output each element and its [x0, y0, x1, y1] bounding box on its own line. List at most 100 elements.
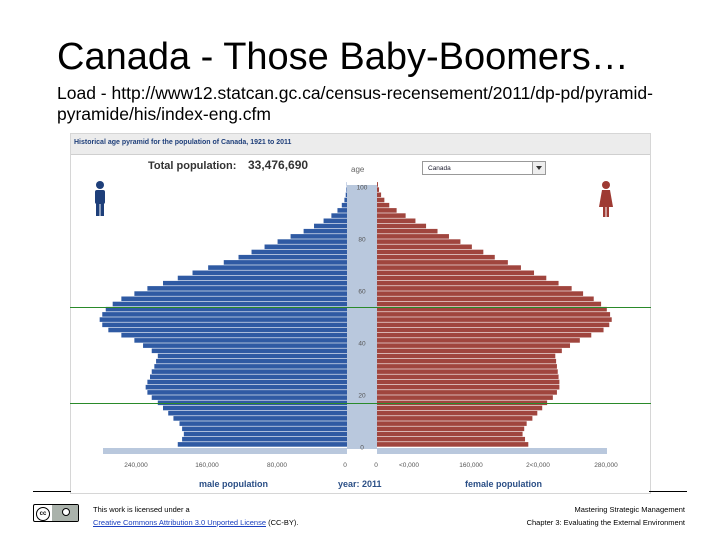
female-bar — [377, 260, 508, 265]
female-bar — [377, 322, 610, 328]
license-link-line: Creative Commons Attribution 3.0 Unporte… — [93, 516, 299, 529]
female-bar — [377, 312, 611, 317]
female-bar — [377, 208, 397, 213]
male-bar — [157, 400, 347, 406]
male-bar — [179, 421, 347, 426]
female-bar — [377, 343, 571, 348]
male-tick-label: 0 — [343, 462, 347, 469]
female-bar — [377, 436, 526, 442]
age-pyramid-chart: 0 20 40 60 80 100 240,000 160,000 80,000 0 0 <0,00… — [95, 181, 618, 469]
female-bar — [377, 296, 594, 302]
panel-header: Historical age pyramid for the populatio… — [71, 134, 650, 155]
male-bar — [177, 442, 347, 447]
age-tick-label: 60 — [358, 289, 366, 296]
male-bar — [102, 322, 347, 328]
female-bar — [377, 218, 416, 224]
male-bar — [192, 270, 347, 276]
female-bar — [377, 187, 380, 192]
slide-title: Canada - Those Baby-Boomers… — [57, 36, 629, 78]
female-bar — [377, 228, 438, 234]
male-bar — [151, 369, 347, 374]
female-figure-icon — [599, 181, 613, 217]
male-bar — [303, 228, 347, 234]
age-tick-label: 40 — [358, 341, 366, 348]
age-tick-label: 100 — [357, 185, 368, 192]
source-url[interactable]: Load - http://www12.statcan.gc.ca/census… — [57, 83, 653, 124]
female-bar — [377, 286, 572, 291]
female-bar — [377, 379, 560, 385]
male-bar — [346, 187, 347, 192]
total-population-label: Total population: — [148, 160, 237, 172]
course-info: Mastering Strategic Management Chapter 3… — [527, 503, 685, 529]
male-bar — [208, 265, 347, 270]
female-bar — [377, 348, 562, 354]
male-bar — [121, 296, 347, 302]
female-tick-label: 160,000 — [459, 462, 483, 469]
female-bar — [377, 192, 382, 198]
male-tick-label: 160,000 — [195, 462, 219, 469]
boomer-upper-line — [70, 307, 651, 308]
female-bar — [377, 369, 558, 374]
female-bar — [377, 442, 529, 447]
male-bar — [173, 416, 347, 421]
female-bar — [377, 374, 559, 380]
female-bar — [377, 390, 557, 395]
male-bar — [251, 249, 347, 255]
male-bar — [102, 312, 347, 317]
age-axis-band — [347, 185, 377, 449]
female-bar — [377, 317, 612, 322]
female-bar — [377, 395, 553, 400]
region-select[interactable]: Canada — [422, 161, 546, 175]
female-bar — [377, 275, 547, 281]
female-bar — [377, 301, 602, 307]
age-axis-label: age — [351, 165, 365, 174]
license-link[interactable]: Creative Commons Attribution 3.0 Unporte… — [93, 518, 267, 527]
male-bar — [163, 405, 347, 411]
male-figure-icon — [95, 181, 105, 216]
female-bar — [377, 327, 604, 333]
cc-license-badge[interactable]: cc — [33, 504, 79, 522]
female-bar — [377, 244, 472, 250]
male-bar — [99, 317, 348, 322]
male-bar — [345, 192, 347, 198]
year-label: year: 2011 — [338, 479, 382, 489]
female-bar — [377, 291, 584, 296]
female-bar — [377, 223, 427, 229]
female-bar — [377, 239, 461, 244]
female-bar — [377, 405, 543, 411]
male-tick-label: 240,000 — [124, 462, 148, 469]
footer-divider-left — [33, 491, 71, 492]
by-icon — [52, 505, 78, 521]
female-bar — [377, 431, 523, 437]
female-bar — [377, 234, 449, 239]
male-bar — [143, 343, 347, 348]
male-bar — [163, 280, 347, 286]
license-suffix: (CC-BY). — [266, 518, 299, 527]
female-tick-label: 2<0,000 — [526, 462, 550, 469]
male-bar — [277, 239, 347, 244]
male-bar — [238, 254, 347, 260]
female-bar — [377, 197, 385, 203]
female-bar — [377, 254, 495, 260]
male-bar — [157, 353, 347, 359]
male-bar — [149, 374, 347, 380]
chevron-down-icon[interactable] — [532, 162, 545, 174]
female-bar — [377, 410, 538, 416]
male-bar — [290, 234, 347, 239]
male-bar — [154, 364, 347, 369]
male-bar — [337, 208, 347, 213]
female-tick-label: 280,000 — [594, 462, 618, 469]
male-bar — [168, 410, 347, 416]
male-bar — [134, 338, 347, 343]
male-bar — [147, 390, 347, 395]
male-bar — [323, 218, 347, 224]
female-bar — [377, 426, 525, 432]
female-bar — [377, 265, 521, 270]
pyramid-panel: Historical age pyramid for the populatio… — [70, 133, 651, 494]
male-bar — [134, 291, 347, 296]
male-bar — [182, 436, 347, 442]
male-bar — [112, 301, 347, 307]
age-tick-label: 0 — [360, 445, 364, 452]
male-bar — [156, 358, 347, 364]
male-bar — [344, 197, 347, 203]
